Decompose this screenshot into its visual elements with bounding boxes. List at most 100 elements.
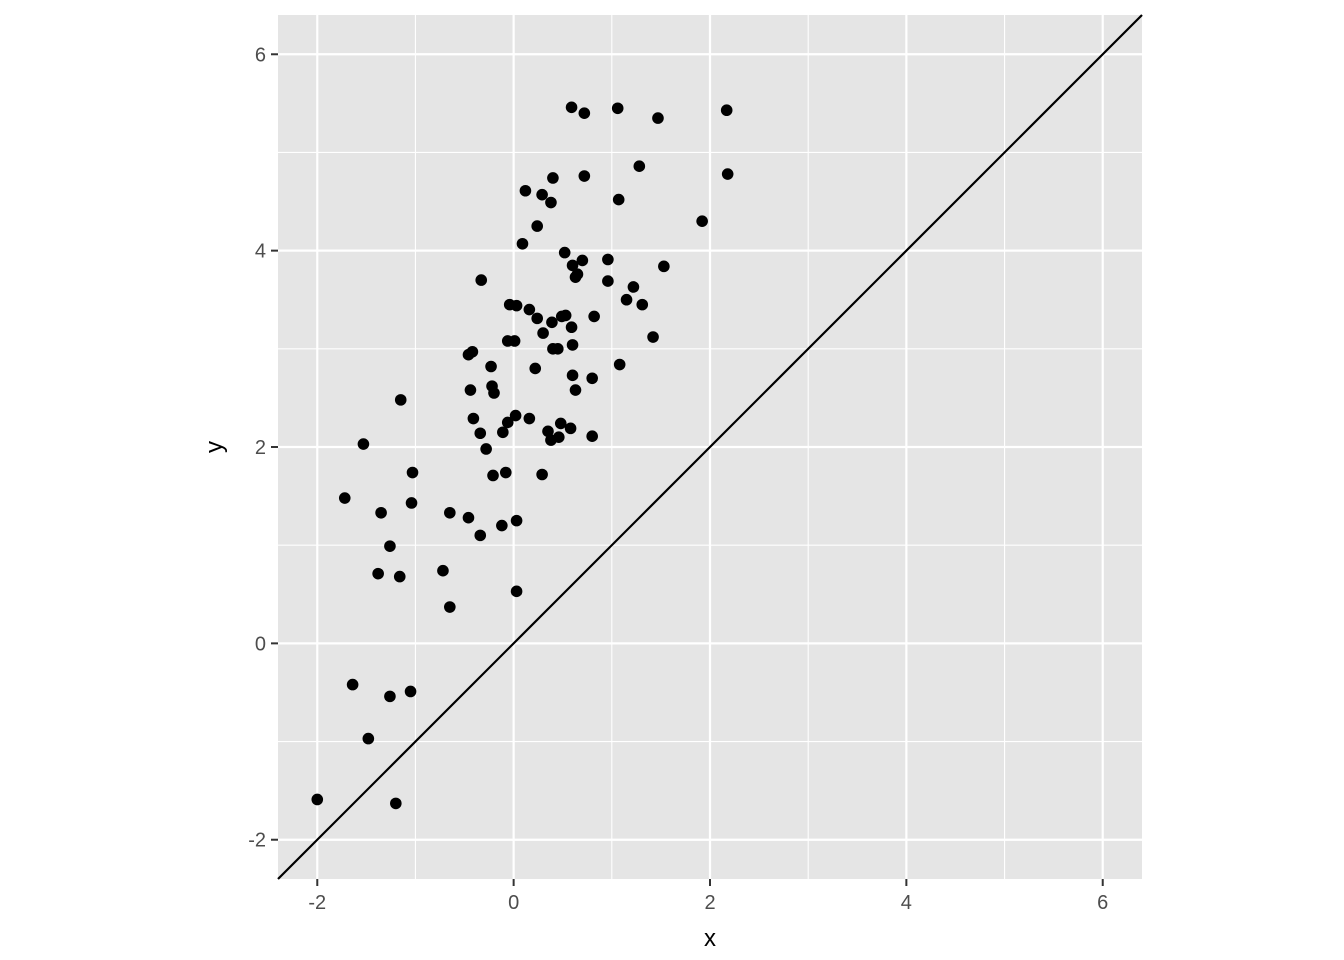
data-point xyxy=(537,327,549,339)
y-axis: -2 0 2 4 6 xyxy=(248,44,278,852)
data-point xyxy=(536,188,548,201)
data-point xyxy=(720,104,733,117)
data-point xyxy=(338,492,351,504)
data-point xyxy=(462,511,475,524)
data-point xyxy=(565,321,578,334)
data-point xyxy=(519,184,532,197)
data-point xyxy=(444,506,456,519)
data-point xyxy=(569,384,582,396)
data-point xyxy=(393,570,406,583)
x-tick-label: 2 xyxy=(704,892,715,914)
y-tick-label: 6 xyxy=(255,44,266,66)
data-point xyxy=(564,422,577,435)
data-point xyxy=(466,345,479,358)
x-axis: -2 0 2 4 6 xyxy=(308,879,1108,914)
data-point xyxy=(406,466,419,479)
data-point xyxy=(508,335,521,347)
data-point xyxy=(497,426,509,439)
data-point xyxy=(372,567,384,580)
x-tick-label: 6 xyxy=(1097,892,1108,914)
data-point xyxy=(531,220,543,232)
data-point xyxy=(394,394,407,406)
x-tick-label: -2 xyxy=(308,892,326,914)
data-point xyxy=(602,275,614,287)
data-point xyxy=(565,101,578,114)
data-point xyxy=(488,387,500,399)
data-point xyxy=(480,443,492,455)
data-point xyxy=(467,412,480,425)
data-point xyxy=(357,438,370,450)
data-point xyxy=(499,466,512,479)
data-point xyxy=(721,168,734,180)
data-point xyxy=(501,416,514,429)
data-point xyxy=(510,514,523,527)
data-point xyxy=(545,196,557,209)
y-axis-title: y xyxy=(201,441,228,453)
data-point xyxy=(578,170,591,182)
data-point xyxy=(510,585,523,598)
data-point xyxy=(552,343,564,355)
data-point xyxy=(566,369,579,382)
data-point xyxy=(510,299,523,312)
data-point xyxy=(566,339,579,351)
data-point xyxy=(487,469,499,482)
data-point xyxy=(404,685,417,698)
data-point xyxy=(536,468,548,481)
data-point xyxy=(405,497,418,509)
data-point xyxy=(633,160,646,172)
points-layer xyxy=(311,101,734,810)
data-point xyxy=(437,564,449,577)
data-point xyxy=(636,298,649,311)
data-point xyxy=(658,260,670,273)
data-point xyxy=(529,362,542,375)
data-point xyxy=(384,690,396,703)
data-point xyxy=(509,409,522,422)
data-point xyxy=(559,309,572,322)
data-point xyxy=(647,331,659,343)
reference-line xyxy=(277,14,1143,880)
data-point xyxy=(613,358,626,371)
data-point xyxy=(696,215,708,227)
data-point xyxy=(475,274,488,286)
data-point xyxy=(516,237,529,250)
data-point xyxy=(588,310,600,323)
x-axis-title: x xyxy=(704,925,716,952)
data-point xyxy=(566,259,579,272)
data-point xyxy=(571,268,584,281)
data-point xyxy=(346,678,359,691)
data-point xyxy=(542,425,554,438)
y-tick-label: 0 xyxy=(255,633,266,655)
data-point xyxy=(485,360,497,373)
data-point xyxy=(586,430,598,443)
data-point xyxy=(375,506,387,519)
data-point xyxy=(362,732,375,745)
data-point xyxy=(602,253,614,266)
data-point xyxy=(546,316,558,329)
data-point xyxy=(523,303,536,316)
data-point xyxy=(531,312,543,325)
y-tick-label: 2 xyxy=(255,437,266,459)
data-point xyxy=(620,293,633,306)
data-point xyxy=(444,601,456,613)
data-point xyxy=(652,112,664,124)
x-tick-label: 4 xyxy=(901,892,912,914)
data-point xyxy=(390,797,402,810)
data-point xyxy=(627,281,640,293)
data-point xyxy=(311,793,324,806)
y-tick-label: -2 xyxy=(248,830,266,852)
data-point xyxy=(523,412,536,425)
data-point xyxy=(474,529,487,542)
x-tick-label: 0 xyxy=(508,892,519,914)
data-point xyxy=(547,172,559,184)
data-point xyxy=(474,427,487,440)
data-point xyxy=(554,417,567,430)
data-point xyxy=(576,254,589,267)
data-point xyxy=(496,519,508,532)
y-tick-label: 4 xyxy=(255,241,266,263)
data-point xyxy=(611,102,624,115)
data-point xyxy=(464,384,477,396)
data-point xyxy=(384,540,396,552)
data-point xyxy=(586,372,598,385)
data-point xyxy=(612,193,625,206)
